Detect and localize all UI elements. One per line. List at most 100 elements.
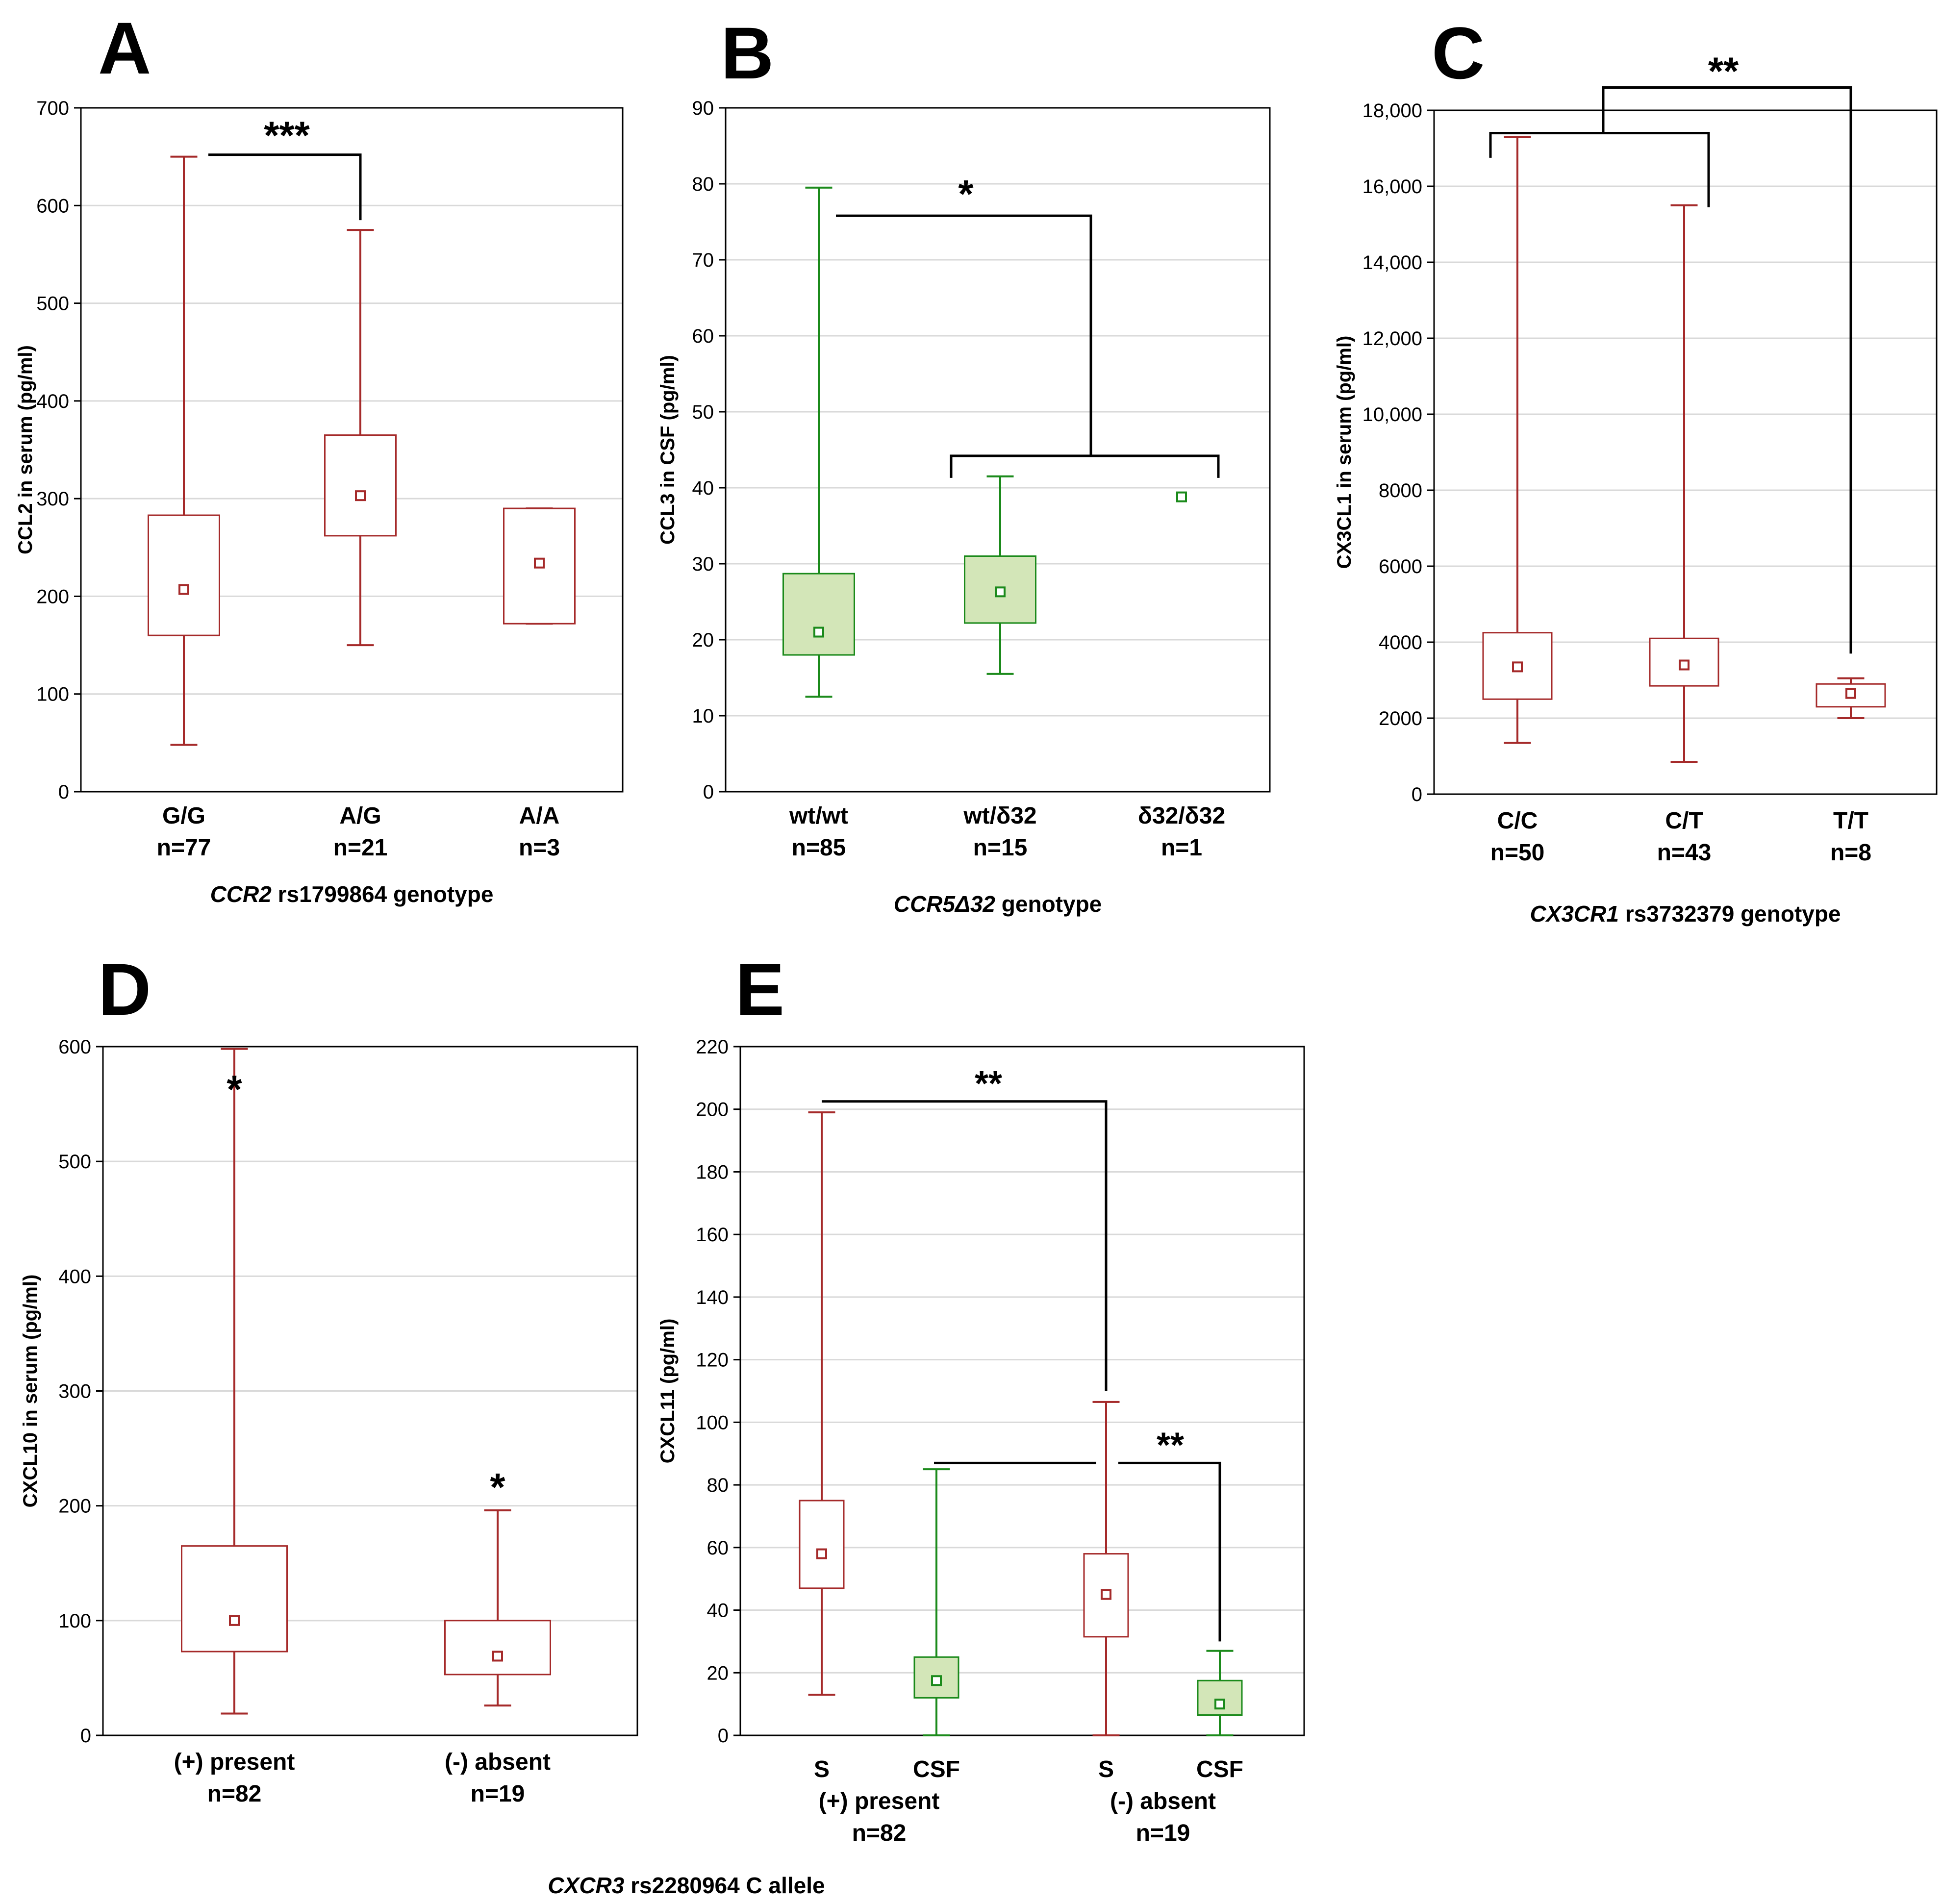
category-n-label: n=50 bbox=[1490, 840, 1545, 866]
y-tick-label: 14,000 bbox=[1362, 252, 1422, 274]
category-n-label: n=82 bbox=[207, 1781, 262, 1807]
y-tick-label: 700 bbox=[36, 98, 69, 119]
significance-bracket-group bbox=[1489, 132, 1710, 207]
median-marker bbox=[1214, 1699, 1225, 1710]
category-label: T/T bbox=[1833, 808, 1868, 834]
median-marker bbox=[534, 557, 545, 569]
y-tick-label: 600 bbox=[58, 1036, 91, 1058]
category-n-label: n=19 bbox=[471, 1781, 525, 1807]
median-marker bbox=[1512, 661, 1523, 673]
y-axis-label: CCL3 in CSF (pg/ml) bbox=[657, 355, 679, 545]
y-tick-label: 60 bbox=[692, 326, 714, 347]
y-tick-label: 70 bbox=[692, 250, 714, 271]
significance-label: ** bbox=[1157, 1426, 1184, 1465]
x-axis-label: CCR5Δ32 genotype bbox=[894, 891, 1102, 917]
panel-letter-d: D bbox=[98, 948, 151, 1030]
median-marker bbox=[178, 584, 189, 595]
y-tick-label: 120 bbox=[696, 1350, 729, 1371]
y-tick-label: 200 bbox=[36, 586, 69, 607]
significance-bracket-group bbox=[950, 454, 1220, 478]
median-marker bbox=[813, 626, 824, 638]
category-label: δ32/δ32 bbox=[1138, 803, 1225, 829]
x-axis-label-rest: rs3732379 genotype bbox=[1619, 901, 1841, 927]
y-tick-label: 80 bbox=[707, 1475, 729, 1496]
plot-frame bbox=[80, 107, 624, 793]
box bbox=[782, 573, 855, 656]
x-axis-label-rest: rs1799864 genotype bbox=[272, 881, 494, 907]
y-tick-label: 20 bbox=[707, 1662, 729, 1684]
y-tick-label: 80 bbox=[692, 174, 714, 195]
box bbox=[799, 1500, 845, 1589]
significance-label: * bbox=[227, 1068, 242, 1111]
median-marker bbox=[931, 1675, 942, 1686]
significance-bracket bbox=[1602, 86, 1852, 654]
box bbox=[444, 1620, 551, 1676]
y-tick-label: 0 bbox=[1412, 784, 1422, 805]
footer-xlabel-rest: rs2280964 C allele bbox=[624, 1873, 825, 1898]
box bbox=[181, 1545, 288, 1653]
y-tick-label: 40 bbox=[692, 477, 714, 499]
y-tick-label: 10 bbox=[692, 705, 714, 727]
category-label: wt/δ32 bbox=[963, 803, 1036, 829]
category-n-label: n=43 bbox=[1657, 840, 1712, 866]
y-axis-label: CX3CL1 in serum (pg/ml) bbox=[1334, 336, 1355, 569]
median-marker bbox=[1101, 1589, 1111, 1600]
category-n-label: n=77 bbox=[157, 835, 211, 861]
category-label: C/T bbox=[1665, 808, 1703, 834]
panel-letter-e: E bbox=[735, 948, 784, 1030]
category-label: (-) absent bbox=[445, 1749, 551, 1775]
y-tick-label: 100 bbox=[696, 1412, 729, 1433]
x-axis-label-italic: CCR2 bbox=[210, 881, 272, 907]
panel-letter-a: A bbox=[98, 7, 151, 89]
y-tick-label: 0 bbox=[718, 1725, 729, 1747]
group-label: (+) present bbox=[819, 1788, 940, 1814]
y-tick-label: 4000 bbox=[1379, 632, 1422, 653]
y-tick-label: 400 bbox=[36, 391, 69, 412]
category-label: CSF bbox=[913, 1756, 960, 1782]
y-tick-label: 180 bbox=[696, 1161, 729, 1183]
category-label: S bbox=[814, 1756, 830, 1782]
significance-bracket bbox=[836, 214, 1092, 456]
y-tick-label: 10,000 bbox=[1362, 404, 1422, 426]
y-tick-label: 600 bbox=[36, 195, 69, 217]
x-axis-label-rest: genotype bbox=[995, 891, 1102, 917]
y-tick-label: 16,000 bbox=[1362, 176, 1422, 198]
y-tick-label: 500 bbox=[58, 1151, 91, 1173]
y-axis-label: CXCL10 in serum (pg/ml) bbox=[20, 1275, 41, 1508]
y-tick-label: 200 bbox=[58, 1496, 91, 1517]
median-marker bbox=[1176, 491, 1187, 502]
footer-xlabel: CXCR3 rs2280964 C allele bbox=[548, 1873, 825, 1898]
y-tick-label: 300 bbox=[36, 488, 69, 510]
y-tick-label: 400 bbox=[58, 1266, 91, 1287]
significance-bracket bbox=[822, 1100, 1108, 1391]
group-n-label: n=82 bbox=[852, 1820, 907, 1846]
box bbox=[1197, 1679, 1243, 1716]
x-axis-label: CCR2 rs1799864 genotype bbox=[210, 881, 494, 907]
y-axis-label: CXCL11 (pg/ml) bbox=[657, 1319, 679, 1464]
y-tick-label: 12,000 bbox=[1362, 328, 1422, 350]
median-marker bbox=[1845, 688, 1856, 699]
y-tick-label: 0 bbox=[58, 781, 69, 803]
median-marker bbox=[816, 1548, 827, 1559]
category-n-label: n=1 bbox=[1161, 835, 1202, 861]
y-tick-label: 100 bbox=[58, 1610, 91, 1632]
y-tick-label: 60 bbox=[707, 1537, 729, 1559]
category-label: CSF bbox=[1196, 1756, 1243, 1782]
category-n-label: n=8 bbox=[1830, 840, 1871, 866]
footer-xlabel-italic: CXCR3 bbox=[548, 1873, 624, 1898]
y-tick-label: 2000 bbox=[1379, 708, 1422, 729]
category-n-label: n=3 bbox=[519, 835, 560, 861]
x-axis-label-italic: CCR5Δ32 bbox=[894, 891, 996, 917]
y-tick-label: 0 bbox=[703, 781, 714, 803]
significance-label: ** bbox=[1708, 50, 1739, 93]
median-marker bbox=[355, 490, 366, 501]
significance-label: * bbox=[958, 172, 974, 216]
x-axis-label: CX3CR1 rs3732379 genotype bbox=[1530, 901, 1841, 927]
y-tick-label: 6000 bbox=[1379, 556, 1422, 577]
y-axis-label: CCL2 in serum (pg/ml) bbox=[15, 345, 36, 554]
group-label: (-) absent bbox=[1110, 1788, 1216, 1814]
y-tick-label: 500 bbox=[36, 293, 69, 315]
y-tick-label: 8000 bbox=[1379, 480, 1422, 501]
group-n-label: n=19 bbox=[1136, 1820, 1190, 1846]
